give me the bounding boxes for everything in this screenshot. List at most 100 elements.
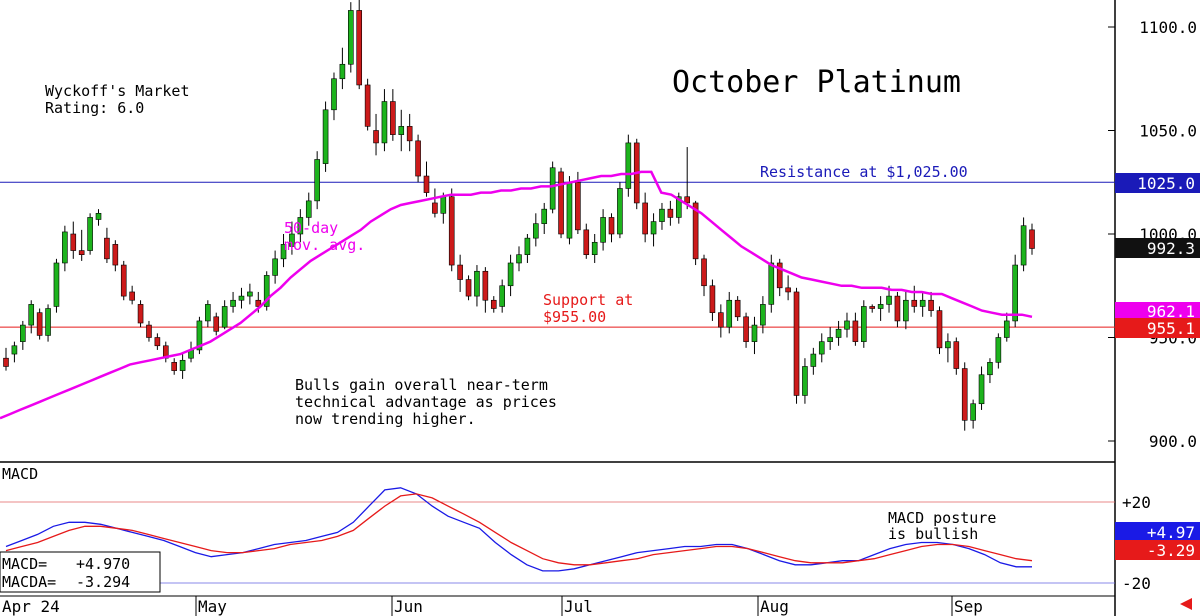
candle-body: [331, 78, 337, 111]
macda-tag-text: -3.29: [1147, 541, 1195, 560]
candle-body: [810, 353, 817, 367]
candle-body: [617, 188, 623, 235]
candle-body: [398, 126, 405, 135]
candle-body: [78, 250, 85, 255]
candle-body: [465, 279, 472, 297]
candle-body: [474, 270, 480, 297]
candle-body: [516, 254, 522, 264]
candle-body: [45, 308, 51, 336]
rating-line-2: Rating: 6.0: [45, 99, 144, 117]
candle-body: [667, 208, 674, 218]
ma-50-line: [0, 170, 1033, 420]
candle-body: [642, 202, 648, 235]
candle-body: [734, 299, 741, 318]
candle-body: [970, 403, 976, 421]
macd-title: MACD: [2, 465, 38, 483]
candle-body: [692, 202, 699, 260]
candle-body: [120, 264, 127, 297]
candle-body: [171, 362, 177, 371]
candle-body: [356, 10, 363, 86]
macda-tag: [1115, 540, 1200, 560]
candle-body: [11, 345, 18, 355]
candle-body: [844, 320, 850, 330]
candle-body: [911, 299, 918, 307]
rating-line-1: Wyckoff's Market: [45, 82, 190, 100]
candle-body: [53, 262, 60, 307]
candle-body: [591, 241, 598, 255]
candle-body: [928, 299, 934, 311]
candle-body: [70, 233, 77, 251]
candle-body: [146, 324, 152, 338]
candle-body: [213, 316, 220, 332]
candle-body: [62, 231, 68, 264]
candle-body: [179, 359, 186, 371]
candle-body: [87, 217, 93, 251]
candle-body: [726, 299, 733, 328]
candle-body: [650, 221, 657, 235]
candle-body: [238, 295, 245, 301]
candle-body: [255, 299, 262, 307]
candle-body: [137, 304, 144, 324]
macd-line: [5, 487, 1032, 572]
candle-body: [373, 130, 379, 144]
candle-body: [482, 270, 489, 301]
candle-body: [20, 324, 26, 342]
resistance-tag-text: 1025.0: [1137, 174, 1195, 193]
candle-body: [230, 299, 236, 307]
candle-body: [348, 10, 354, 65]
candle-body: [1003, 320, 1010, 338]
candle-body: [406, 126, 413, 142]
candle-body: [936, 310, 943, 349]
candle-body: [507, 262, 514, 287]
candle-body: [760, 304, 766, 326]
candle-body: [718, 312, 724, 328]
macd-annotation-line-2: is bullish: [888, 525, 978, 543]
price-tick-label: 1050.0: [1139, 122, 1197, 141]
last-price-tag: [1115, 238, 1200, 258]
candle-body: [289, 233, 295, 247]
candle-body: [701, 258, 707, 287]
candle-body: [541, 208, 548, 224]
candle-body: [709, 285, 716, 313]
candle-body: [818, 341, 825, 355]
candle-body: [448, 196, 455, 266]
candle-body: [802, 366, 808, 396]
candle-body: [322, 109, 329, 164]
macd-readout-box: [0, 551, 161, 593]
support-label-line-1: Support at: [543, 291, 633, 309]
macd-tag-text: +4.97: [1147, 523, 1195, 542]
macd-readout-value: +4.970: [76, 555, 130, 573]
candle-body: [776, 262, 783, 289]
annotation-line-1: Bulls gain overall near-term: [295, 376, 548, 394]
candle-body: [36, 312, 43, 336]
candle-body: [432, 202, 438, 214]
date-tick-label: Apr 24: [2, 597, 60, 616]
date-tick-label: Jul: [564, 597, 593, 616]
price-tick-label: 900.0: [1149, 432, 1197, 451]
candle-body: [625, 142, 632, 189]
candle-body: [280, 244, 287, 260]
candle-body: [423, 175, 430, 193]
scroll-left-arrow-icon[interactable]: [1180, 598, 1192, 610]
macd-tick-label: +20: [1122, 493, 1151, 512]
candle-body: [793, 291, 800, 396]
date-tick-label: Aug: [760, 597, 789, 616]
date-tick-label: Sep: [954, 597, 983, 616]
candle-body: [566, 181, 573, 239]
annotation-line-3: now trending higher.: [295, 410, 476, 428]
candle-body: [247, 291, 253, 297]
candle-body: [1029, 229, 1035, 249]
candle-body: [339, 63, 346, 80]
candle-body: [861, 306, 867, 342]
candle-body: [886, 295, 892, 305]
macd-tag: [1115, 522, 1200, 542]
candle-body: [995, 337, 1002, 363]
candle-body: [768, 262, 775, 305]
candle-body: [877, 304, 884, 309]
date-tick-label: May: [198, 597, 227, 616]
candle-body: [490, 299, 497, 309]
candle-body: [953, 341, 960, 369]
macda-line: [5, 493, 1033, 566]
resistance-tag: [1115, 173, 1200, 193]
